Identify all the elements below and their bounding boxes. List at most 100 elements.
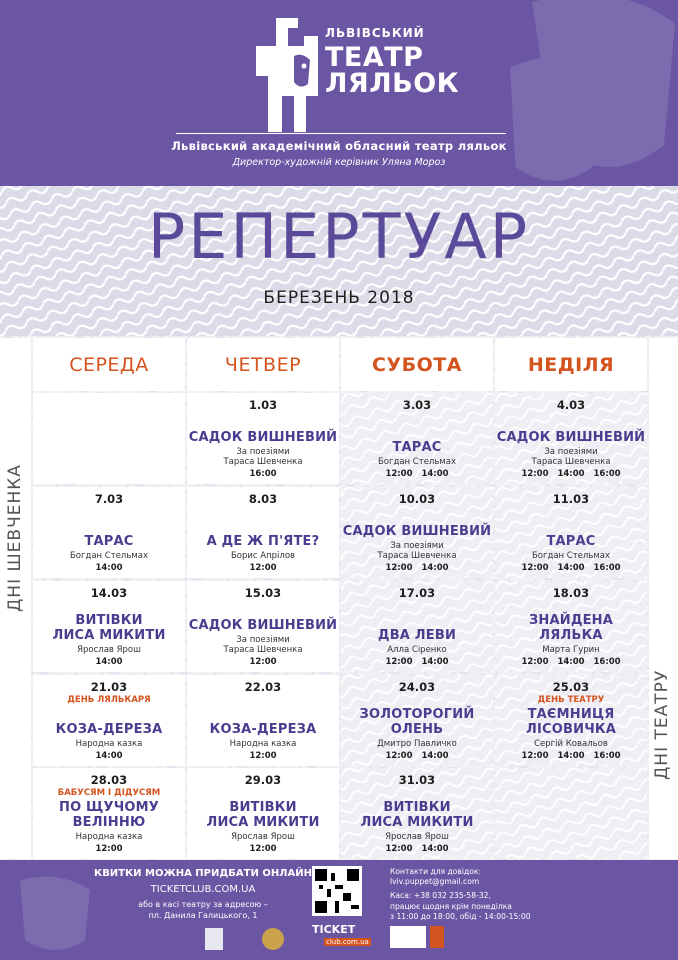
show-author: Тараса Шевченка [223,645,303,655]
show-title[interactable]: ОЛЕНЬ [390,722,444,737]
show-author: Алла Сіренко [387,645,447,655]
show-times: 12:00 [249,751,277,761]
show-title[interactable]: ЛИСА МИКИТИ [360,815,474,830]
show-times: 12:00 [95,844,123,854]
schedule-cell[interactable]: 25.03 ДЕНЬ ТЕАТРУ ТАЄМНИЦЯ ЛІСОВИЧКА Сергій … [495,675,647,766]
schedule-cell[interactable]: 3.03 ТАРАС Богдан Стельмах 12:00 14:00 [341,393,493,484]
show-title[interactable]: САДОК ВИШНЕВИЙ [496,430,646,445]
show-title[interactable]: КОЗА-ДЕРЕЗА [55,722,163,737]
show-title[interactable]: САДОК ВИШНЕВИЙ [188,618,338,633]
show-times: 12:00 14:00 [385,844,449,854]
qr-code-icon [315,869,359,913]
buy-online-heading: КВИТКИ МОЖНА ПРИДБАТИ ОНЛАЙН [94,868,312,879]
show-times: 16:00 [249,469,277,479]
schedule-cell[interactable]: 7.03 ТАРАС Богдан Стельмах 14:00 [33,487,185,578]
contacts-heading: Контакти для довідок: [390,867,482,876]
show-times: 12:00 [249,844,277,854]
cell-wave-pattern [495,675,647,766]
show-title[interactable]: ЗОЛОТОРОГИЙ [359,707,475,722]
schedule-cell[interactable]: 22.03 КОЗА-ДЕРЕЗА Народна казка 12:00 [187,675,339,766]
cell-wave-pattern [341,675,493,766]
cell-wave-pattern [495,487,647,578]
event-date: 28.03 [90,773,128,787]
theater-name-line-2: ЛЯЛЬОК [325,68,460,99]
day-header-3: СУБОТА [341,338,493,391]
show-author: Ярослав Ярош [385,832,449,842]
event-date: 11.03 [552,492,590,506]
event-date: 25.03 [552,680,590,694]
header: ЛЬВІВСЬКИЙ ТЕАТР ЛЯЛЬОК Львівський акаде… [0,0,678,186]
partner-logo [390,926,426,948]
show-title[interactable]: А ДЕ Ж П'ЯТЕ? [206,534,320,549]
show-author: Марта Гурин [542,645,600,655]
qr-code[interactable] [312,866,362,916]
show-times: 12:00 14:00 16:00 [521,469,621,479]
show-title[interactable]: ВИТІВКИ [75,613,143,628]
contact-email[interactable]: lviv.puppet@gmail.com [390,877,480,887]
schedule-cell[interactable]: 31.03 ВИТІВКИ ЛИСА МИКИТИ Ярослав Ярош 12:00… [341,768,493,859]
show-author: Ярослав Ярош [231,832,295,842]
schedule-cell[interactable]: 1.03 САДОК ВИШНЕВИЙ За поезіями Тараса Шевч… [187,393,339,484]
show-title[interactable]: ТАРАС [84,534,134,549]
show-title[interactable]: ЛИСА МИКИТИ [206,815,320,830]
schedule-cell[interactable]: 21.03 ДЕНЬ ЛЯЛЬКАРЯ КОЗА-ДЕРЕЗА Народна каз… [33,675,185,766]
schedule-cell[interactable]: 28.03 БАБУСЯМ І ДІДУСЯМ ПО ЩУЧОМУ ВЕЛІННЮ На… [33,768,185,859]
show-author: За поезіями [236,635,290,645]
show-title[interactable]: ВИТІВКИ [383,800,451,815]
show-title[interactable]: ТАЄМНИЦЯ [527,707,615,722]
schedule-cell[interactable]: 29.03 ВИТІВКИ ЛИСА МИКИТИ Ярослав Ярош 12:00 [187,768,339,859]
event-date: 21.03 [90,680,128,694]
schedule-cell[interactable]: 14.03 ВИТІВКИ ЛИСА МИКИТИ Ярослав Ярош 14:00 [33,581,185,672]
schedule-cell[interactable]: 24.03 ЗОЛОТОРОГИЙ ОЛЕНЬ Дмитро Павличко 12:0… [341,675,493,766]
right-side-strip [649,338,678,859]
show-title[interactable]: КОЗА-ДЕРЕЗА [209,722,317,737]
show-title[interactable]: ТАРАС [392,440,442,455]
schedule-cell[interactable]: 11.03 ТАРАС Богдан Стельмах 12:00 14:00 16:… [495,487,647,578]
cell-wave-pattern [495,581,647,672]
show-title[interactable]: ДВА ЛЕВИ [377,628,457,643]
ticketclub-logo-domain: club.com.ua [324,938,371,946]
show-times: 12:00 14:00 16:00 [521,657,621,667]
schedule-cell[interactable]: 15.03 САДОК ВИШНЕВИЙ За поезіями Тараса Шев… [187,581,339,672]
show-title[interactable]: САДОК ВИШНЕВИЙ [342,524,492,539]
theater-name-small: ЛЬВІВСЬКИЙ [325,26,425,40]
left-side-strip [0,338,31,859]
box-office-line-2: пл. Данила Галицького, 1 [148,911,258,920]
show-author: Ярослав Ярош [77,645,141,655]
cell-wave-pattern [341,393,493,484]
show-title[interactable]: ПО ЩУЧОМУ [58,800,160,815]
show-title[interactable]: ВЕЛІННЮ [72,815,146,830]
show-author: За поезіями [390,541,444,551]
box-office-hours: з 11:00 до 18:00, обід - 14:00-15:00 [390,911,531,921]
side-label-theatre: ДНІ ТЕАТРУ [652,669,672,780]
show-title[interactable]: ЛИСА МИКИТИ [52,628,166,643]
day-header-4: НЕДІЛЯ [495,338,647,391]
schedule-cell[interactable]: 10.03 САДОК ВИШНЕВИЙ За поезіями Тараса Шев… [341,487,493,578]
show-title[interactable]: ТАРАС [546,534,596,549]
event-date: 22.03 [244,680,282,694]
schedule-cell[interactable]: 4.03 САДОК ВИШНЕВИЙ За поезіями Тараса Шевч… [495,393,647,484]
event-date: 18.03 [552,586,590,600]
schedule-cell[interactable]: 18.03 ЗНАЙДЕНА ЛЯЛЬКА Марта Гурин 12:00 14:0… [495,581,647,672]
side-label-shevchenko: ДНІ ШЕВЧЕНКА [5,464,25,612]
show-times: 12:00 14:00 [385,657,449,667]
event-tag: ДЕНЬ ТЕАТРУ [537,695,605,705]
theatre-logo-figure [256,18,318,132]
show-times: 12:00 14:00 [385,563,449,573]
show-title[interactable]: ЛЯЛЬКА [539,628,603,643]
show-times: 12:00 14:00 16:00 [521,563,621,573]
header-divider [176,133,506,134]
schedule-cell[interactable]: 17.03 ДВА ЛЕВИ Алла Сіренко 12:00 14:00 [341,581,493,672]
theatre-masks-decoration [510,0,675,181]
schedule-cell[interactable]: 8.03 А ДЕ Ж П'ЯТЕ? Борис Апрілов 12:00 [187,487,339,578]
ticket-site-link[interactable]: TICKETCLUB.COM.UA [150,884,256,895]
event-date: 29.03 [244,773,282,787]
show-title[interactable]: САДОК ВИШНЕВИЙ [188,430,338,445]
show-times: 14:00 [95,751,123,761]
show-title[interactable]: ЛІСОВИЧКА [525,722,616,737]
show-title[interactable]: ЗНАЙДЕНА [528,613,614,628]
wave-pattern [0,186,678,336]
show-title[interactable]: ВИТІВКИ [229,800,297,815]
show-times: 14:00 [95,563,123,573]
cell-wave-pattern [341,581,493,672]
